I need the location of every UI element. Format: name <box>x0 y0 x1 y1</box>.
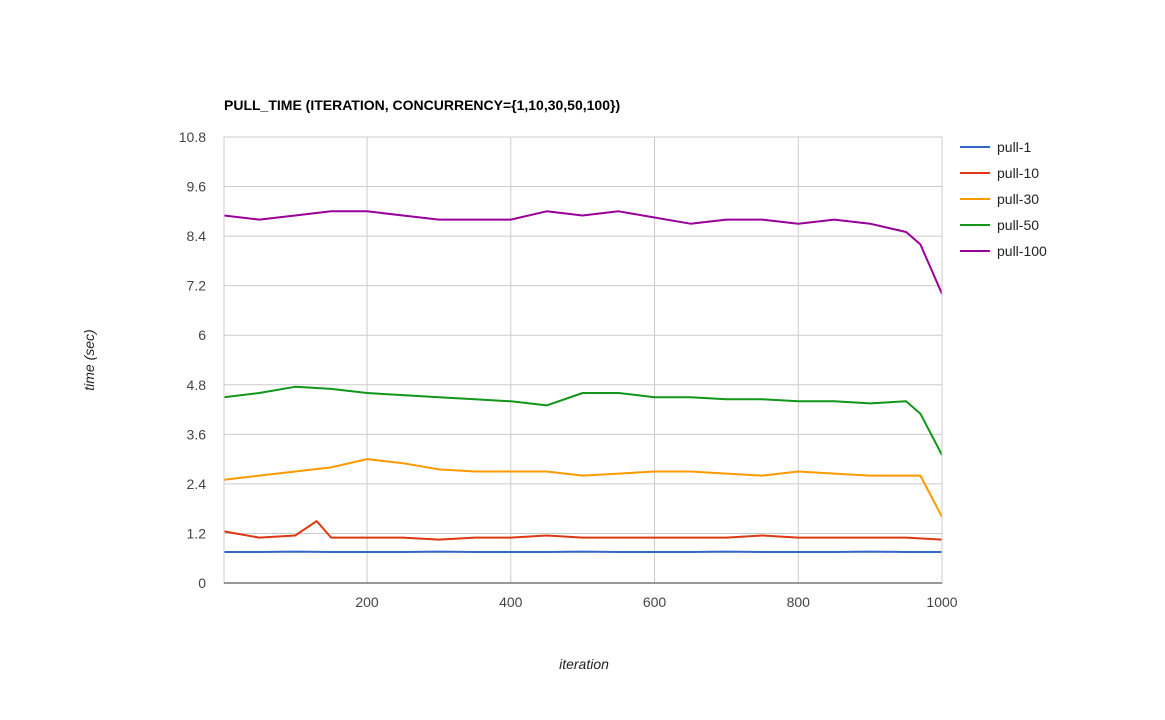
series-line-pull-30 <box>223 458 943 518</box>
y-tick-label: 3.6 <box>187 426 207 442</box>
series-layer <box>223 210 943 553</box>
chart-title: PULL_TIME (ITERATION, CONCURRENCY={1,10,… <box>224 97 620 113</box>
y-tick-label: 0 <box>198 575 206 591</box>
y-tick-label: 8.4 <box>187 228 207 244</box>
x-axis-label: iteration <box>559 656 609 672</box>
x-tick-label: 200 <box>355 594 379 610</box>
y-tick-label: 4.8 <box>187 377 207 393</box>
x-tick-label: 600 <box>643 594 667 610</box>
y-tick-label: 10.8 <box>179 129 206 145</box>
series-line-pull-100 <box>223 210 943 295</box>
legend-label-pull-1: pull-1 <box>997 139 1031 155</box>
y-tick-label: 7.2 <box>187 278 207 294</box>
legend-label-pull-100: pull-100 <box>997 243 1047 259</box>
y-axis-ticks: 0 1.2 2.4 3.6 4.8 6 7.2 8.4 9.6 10.8 <box>179 129 206 591</box>
y-tick-label: 2.4 <box>187 476 207 492</box>
legend-label-pull-30: pull-30 <box>997 191 1039 207</box>
y-tick-label: 9.6 <box>187 179 207 195</box>
legend-label-pull-50: pull-50 <box>997 217 1039 233</box>
y-tick-label: 1.2 <box>187 525 207 541</box>
series-line-pull-50 <box>223 385 943 456</box>
series-line-pull-10 <box>223 520 943 541</box>
x-tick-label: 1000 <box>926 594 957 610</box>
x-axis-ticks: 200 400 600 800 1000 <box>355 594 957 610</box>
x-tick-label: 400 <box>499 594 523 610</box>
y-tick-label: 6 <box>198 327 206 343</box>
legend-label-pull-10: pull-10 <box>997 165 1039 181</box>
x-tick-label: 800 <box>787 594 811 610</box>
legend: pull-1 pull-10 pull-30 pull-50 pull-100 <box>960 139 1047 259</box>
y-axis-label: time (sec) <box>81 329 97 390</box>
